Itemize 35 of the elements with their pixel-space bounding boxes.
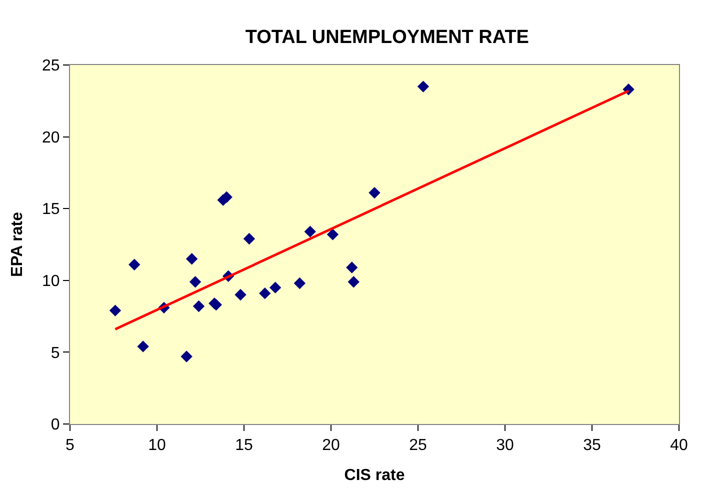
x-tick-label: 10	[148, 437, 166, 454]
point	[417, 80, 430, 92]
point	[348, 276, 360, 288]
point	[137, 340, 149, 352]
y-tick-label: 10	[42, 273, 60, 290]
point	[368, 186, 380, 199]
y-tick-label: 25	[42, 58, 60, 75]
y-tick-label: 15	[42, 201, 60, 218]
point	[234, 288, 246, 301]
x-tick-label: 20	[322, 437, 340, 454]
point	[269, 282, 282, 294]
point	[326, 228, 339, 240]
point	[304, 226, 316, 238]
point	[128, 258, 140, 270]
point	[259, 287, 271, 300]
point	[109, 304, 122, 316]
x-tick-label: 15	[235, 437, 253, 454]
x-tick-label: 5	[66, 437, 75, 454]
point	[189, 276, 202, 288]
x-tick-label: 25	[409, 437, 427, 454]
chart-title: TOTAL UNEMPLOYMENT RATE	[245, 26, 529, 48]
x-tick-label: 30	[496, 437, 514, 454]
point	[346, 262, 358, 274]
x-axis-title: CIS rate	[344, 466, 405, 484]
y-tick-label: 5	[50, 344, 60, 362]
point	[294, 277, 306, 290]
y-tick-label: 20	[42, 129, 60, 146]
y-tick-label: 0	[50, 416, 60, 434]
x-tick-label: 35	[583, 437, 601, 454]
point	[192, 300, 205, 312]
x-tick-label: 40	[670, 437, 688, 454]
point	[186, 253, 198, 265]
point	[180, 350, 192, 362]
point	[243, 232, 256, 245]
y-axis-title: EPA rate	[8, 212, 26, 277]
